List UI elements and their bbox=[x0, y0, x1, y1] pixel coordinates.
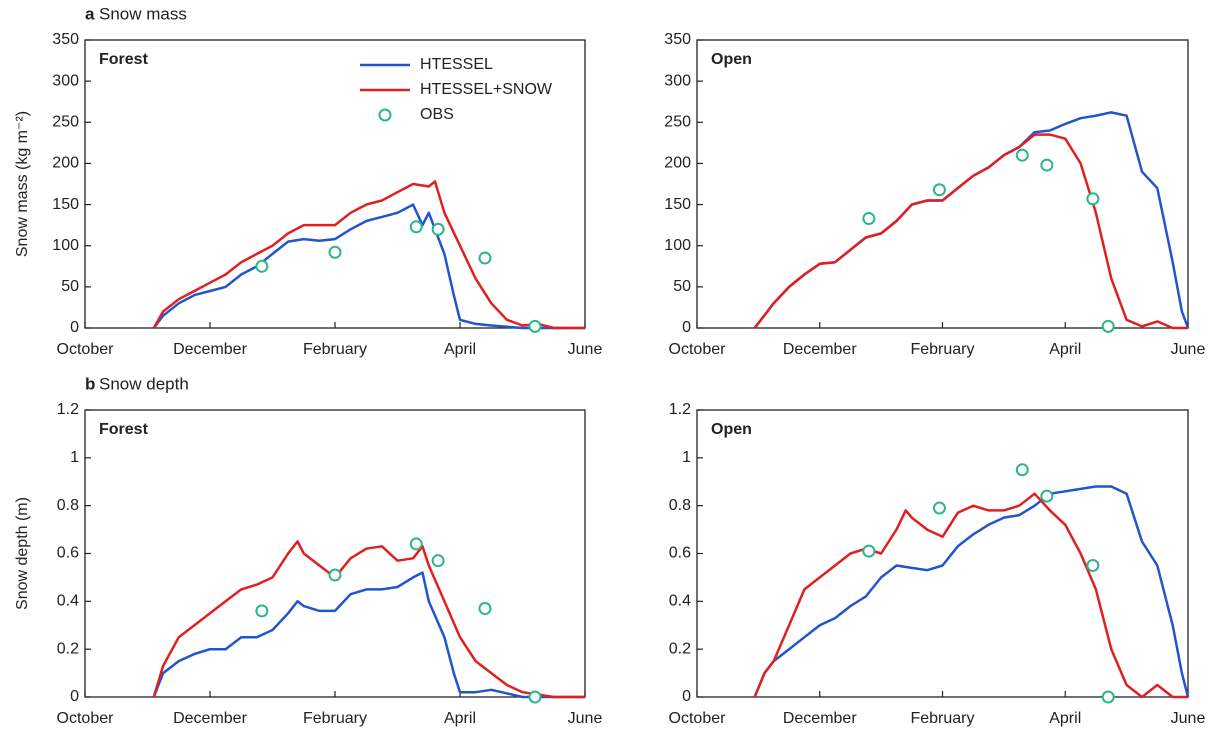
series-line bbox=[753, 485, 1190, 698]
legend-label: HTESSEL bbox=[420, 56, 493, 73]
y-tick-label: 0.8 bbox=[57, 497, 79, 514]
y-tick-label: 150 bbox=[52, 196, 79, 213]
obs-point bbox=[328, 245, 342, 259]
obs-point bbox=[1015, 463, 1029, 477]
y-tick-label: 350 bbox=[664, 31, 691, 48]
panel-subtitle: Forest bbox=[99, 421, 149, 438]
y-tick-label: 0.4 bbox=[669, 593, 691, 610]
obs-point bbox=[1086, 558, 1100, 572]
obs-point bbox=[431, 554, 445, 568]
obs-point bbox=[478, 602, 492, 616]
y-tick-label: 0.2 bbox=[57, 640, 79, 657]
y-tick-label: 0.8 bbox=[669, 497, 691, 514]
y-tick-label: 50 bbox=[61, 278, 79, 295]
y-tick-label: 0.6 bbox=[57, 545, 79, 562]
y-axis-label: Snow depth (m) bbox=[14, 497, 31, 610]
obs-point bbox=[528, 690, 542, 704]
y-tick-label: 1.2 bbox=[57, 401, 79, 418]
obs-point bbox=[1086, 192, 1100, 206]
obs-point bbox=[328, 568, 342, 582]
x-tick-label: October bbox=[669, 710, 727, 727]
panel-subtitle: Open bbox=[711, 421, 752, 438]
x-tick-label: October bbox=[57, 341, 115, 358]
panel-subtitle: Forest bbox=[99, 51, 149, 68]
x-tick-label: December bbox=[173, 341, 247, 358]
y-tick-label: 100 bbox=[52, 237, 79, 254]
obs-point bbox=[932, 183, 946, 197]
x-tick-label: February bbox=[910, 710, 974, 727]
obs-point bbox=[431, 222, 445, 236]
y-tick-label: 1 bbox=[70, 449, 79, 466]
y-tick-label: 200 bbox=[664, 155, 691, 172]
obs-point bbox=[1040, 158, 1054, 172]
legend-label: HTESSEL+SNOW bbox=[420, 81, 553, 98]
legend-marker bbox=[378, 108, 392, 122]
series-line bbox=[152, 571, 585, 699]
obs-point bbox=[478, 251, 492, 265]
obs-point bbox=[1101, 690, 1115, 704]
x-tick-label: April bbox=[1049, 341, 1081, 358]
panel-label: a bbox=[85, 4, 95, 23]
y-tick-label: 300 bbox=[664, 72, 691, 89]
legend-label: OBS bbox=[420, 106, 454, 123]
panel-title: Snow mass bbox=[99, 4, 187, 23]
x-tick-label: October bbox=[57, 710, 115, 727]
y-tick-label: 300 bbox=[52, 72, 79, 89]
x-tick-label: February bbox=[303, 710, 367, 727]
x-tick-label: February bbox=[303, 341, 367, 358]
x-tick-label: October bbox=[669, 341, 727, 358]
series-line bbox=[753, 133, 1188, 330]
series-line bbox=[152, 180, 585, 330]
x-tick-label: December bbox=[783, 341, 857, 358]
y-tick-label: 50 bbox=[673, 278, 691, 295]
obs-point bbox=[409, 537, 423, 551]
panel-label: b bbox=[85, 374, 95, 393]
y-tick-label: 1 bbox=[682, 449, 691, 466]
x-tick-label: April bbox=[444, 341, 476, 358]
series-line bbox=[753, 111, 1190, 329]
y-tick-label: 0 bbox=[70, 319, 79, 336]
y-tick-label: 0 bbox=[70, 688, 79, 705]
x-tick-label: April bbox=[1049, 710, 1081, 727]
y-tick-label: 0.6 bbox=[669, 545, 691, 562]
obs-point bbox=[255, 259, 269, 273]
obs-point bbox=[255, 604, 269, 618]
y-tick-label: 1.2 bbox=[669, 401, 691, 418]
y-tick-label: 0.2 bbox=[669, 640, 691, 657]
panel-subtitle: Open bbox=[711, 51, 752, 68]
obs-point bbox=[1101, 319, 1115, 333]
obs-point bbox=[528, 319, 542, 333]
y-tick-label: 150 bbox=[664, 196, 691, 213]
y-tick-label: 200 bbox=[52, 155, 79, 172]
x-tick-label: April bbox=[444, 710, 476, 727]
obs-point bbox=[932, 501, 946, 515]
y-tick-label: 100 bbox=[664, 237, 691, 254]
obs-point bbox=[1040, 489, 1054, 503]
x-tick-label: June bbox=[568, 710, 603, 727]
series-line bbox=[152, 203, 585, 330]
y-tick-label: 250 bbox=[52, 114, 79, 131]
y-tick-label: 0.4 bbox=[57, 593, 79, 610]
obs-point bbox=[1015, 148, 1029, 162]
y-axis-label: Snow mass (kg m⁻²) bbox=[14, 111, 31, 257]
plot-frame bbox=[84, 409, 586, 698]
x-tick-label: June bbox=[1171, 341, 1206, 358]
y-tick-label: 350 bbox=[52, 31, 79, 48]
x-tick-label: February bbox=[910, 341, 974, 358]
x-tick-label: June bbox=[1171, 710, 1206, 727]
x-tick-label: December bbox=[783, 710, 857, 727]
series-line bbox=[753, 492, 1188, 699]
y-tick-label: 250 bbox=[664, 114, 691, 131]
panel-title: Snow depth bbox=[99, 374, 189, 393]
x-tick-label: June bbox=[568, 341, 603, 358]
obs-point bbox=[862, 212, 876, 226]
y-tick-label: 0 bbox=[682, 688, 691, 705]
series-line bbox=[152, 540, 585, 699]
obs-point bbox=[409, 220, 423, 234]
x-tick-label: December bbox=[173, 710, 247, 727]
y-tick-label: 0 bbox=[682, 319, 691, 336]
obs-point bbox=[862, 544, 876, 558]
